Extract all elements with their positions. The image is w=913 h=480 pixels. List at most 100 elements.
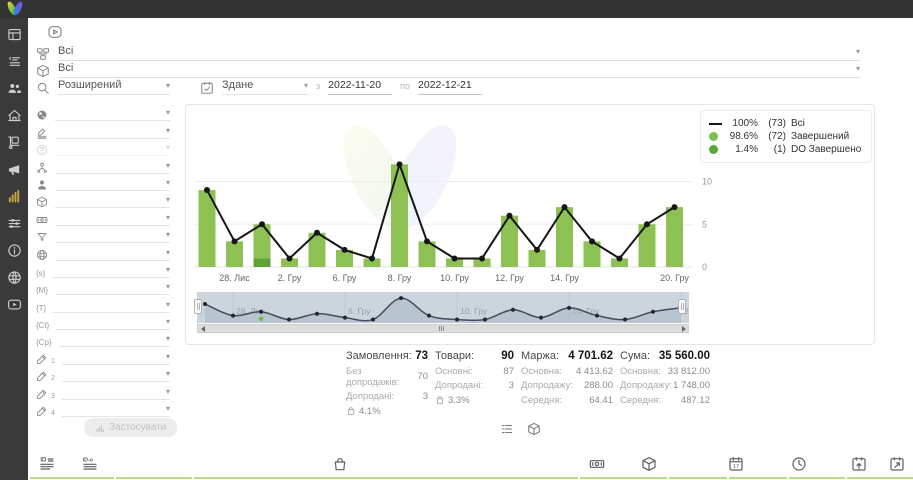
video-help-icon[interactable] <box>46 24 64 40</box>
legend-item-0[interactable]: 100% (73) Всі <box>709 117 863 130</box>
range-handle-left[interactable] <box>194 299 202 314</box>
col-products-package-icon[interactable] <box>641 456 657 472</box>
orders-list-view[interactable] <box>500 422 514 436</box>
analytics-chart-icon[interactable] <box>7 189 22 204</box>
range-preview-chart[interactable]: 28. Лис 6. Гру 10. Гру 14. Гру 20. Гру <box>197 292 689 323</box>
stat-title: Товари: <box>435 350 475 362</box>
search-mode-select[interactable]: Розширений ▾ <box>58 79 170 95</box>
website-filter-select[interactable]: ▾ <box>55 245 170 261</box>
utm-term-filter-select[interactable]: ▾ <box>53 297 170 313</box>
source-filter-select[interactable]: Всі ▾ <box>58 45 860 61</box>
date-from-input[interactable]: 2022-11-20 <box>328 79 393 95</box>
marketing-megaphone-icon[interactable] <box>7 162 22 177</box>
stat-sub-value: 3.3% <box>448 394 470 406</box>
utm-medium-filter-select[interactable]: ▾ <box>55 279 170 296</box>
product-filter-value: Всі <box>58 62 74 74</box>
scroll-grip-icon[interactable] <box>438 326 448 331</box>
table-cell-accent-6 <box>789 477 845 480</box>
custom-field-2-filter-select[interactable]: ▾ <box>61 366 170 383</box>
signature-filter-select[interactable]: ▾ <box>55 123 170 139</box>
chart-scrollbar[interactable] <box>197 324 689 333</box>
stat-sub-label: Середня: <box>620 394 662 406</box>
col-id-id-sort-icon[interactable]: ID <box>39 456 55 472</box>
stat-title: Замовлення: <box>346 350 412 362</box>
payment-filter-select[interactable]: ▾ <box>55 210 170 226</box>
stat-column-1: Товари: 90 Основні: 87 Допродані: 3 3.3% <box>435 350 514 417</box>
app-logo-icon[interactable] <box>5 1 25 19</box>
funnel-icon <box>36 231 48 243</box>
org-structure-icon <box>36 162 48 174</box>
country-filter-select[interactable]: ▾ <box>55 105 170 122</box>
col-payment-banknote-icon[interactable] <box>589 456 605 472</box>
utm-content-filter-select[interactable]: ▾ <box>56 314 170 331</box>
utm-campaign-filter-row: {Cp} ▾ <box>36 330 170 348</box>
integrations-globe-icon[interactable] <box>7 270 22 285</box>
sitemap-icon <box>36 47 50 61</box>
scroll-left-icon[interactable] <box>198 324 207 333</box>
funnel-filter-select[interactable]: ▾ <box>55 227 170 244</box>
utm-source-filter-select[interactable]: ▾ <box>52 262 170 278</box>
apply-button[interactable]: Застосувати <box>84 418 178 437</box>
custom-field-4-filter-row: 4 ▾ <box>36 400 170 418</box>
utm-campaign-filter-select[interactable]: ▾ <box>58 331 170 348</box>
table-cell-accent-7 <box>847 477 913 480</box>
structure-filter-select[interactable]: ▾ <box>55 158 170 174</box>
col-date-closed-calendar-link-icon[interactable] <box>889 456 905 472</box>
stat-sub-value: 87 <box>503 365 514 377</box>
col-date-shipped-calendar-upload-icon[interactable] <box>851 456 867 472</box>
settings-sliders-icon[interactable] <box>7 216 22 231</box>
apply-button-label: Застосувати <box>109 422 167 433</box>
range-handle-right[interactable] <box>678 299 686 314</box>
advanced-filter-panel: ▾ ▾ ▾ ▾ ▾ ▾ ▾ ▾ ▾ {s} ▾ {M} ▾ {T} ▾ {Ct} ▾ {Cp} ▾ 1 ▾ 2 ▾ 3 ▾ 4 ▾ <box>36 104 170 418</box>
customers-icon[interactable] <box>7 81 22 96</box>
stat-sub-value: 4 413.62 <box>576 365 613 377</box>
orders-list-icon[interactable] <box>7 54 22 69</box>
calendar-check-icon <box>200 81 214 95</box>
date-type-select[interactable]: Здане ▾ <box>222 79 308 95</box>
summary-stats: Замовлення: 73 Без допродажів: 70 Допродані:… <box>346 350 710 417</box>
svg-text:14. Гру: 14. Гру <box>572 306 600 316</box>
col-order-bag-icon[interactable] <box>332 456 348 472</box>
product-filter-select[interactable]: Всі ▾ <box>58 62 860 78</box>
status-filter-select[interactable]: ▾ <box>55 140 170 157</box>
legend-count: (72) <box>768 131 786 142</box>
custom-field-1-filter-select[interactable]: ▾ <box>61 349 170 365</box>
person-icon <box>36 179 48 191</box>
company-icon[interactable] <box>7 108 22 123</box>
manager-filter-row: ▾ <box>36 174 170 191</box>
info-icon[interactable] <box>7 243 22 258</box>
custom-field-3-filter-select[interactable]: ▾ <box>61 384 170 400</box>
scroll-right-icon[interactable] <box>679 324 688 333</box>
date-to-input[interactable]: 2022-12-21 <box>418 79 483 95</box>
payment-filter-row: ▾ <box>36 208 170 226</box>
legend-item-1[interactable]: 98.6% (72) Завершений <box>709 130 863 143</box>
video-tutorials-icon[interactable] <box>7 297 22 312</box>
chevron-down-icon: ▾ <box>165 299 170 309</box>
products-view[interactable] <box>527 422 541 436</box>
custom-field-4-filter-select[interactable]: ▾ <box>61 401 170 418</box>
custom-field-3-filter-row: 3 ▾ <box>36 382 170 400</box>
chevron-down-icon: ▾ <box>165 334 170 344</box>
search-mode-value: Розширений <box>58 79 122 91</box>
stat-sub-value: 4.1% <box>359 405 381 417</box>
table-cell-accent-1 <box>116 477 192 480</box>
stat-title: Маржа: <box>521 350 560 362</box>
supply-cart-icon[interactable] <box>7 135 22 150</box>
col-id-alt-id-alt-sort-icon[interactable]: ID-o <box>82 456 98 472</box>
legend-item-2[interactable]: 1.4% (1) DO Завершено <box>709 143 863 156</box>
stat-sub-label: Допродані: <box>435 380 484 391</box>
manager-filter-select[interactable]: ▾ <box>55 175 170 191</box>
view-toggles <box>500 422 541 436</box>
col-time-clock-icon[interactable] <box>791 456 807 472</box>
legend-label: Всі <box>791 118 805 129</box>
stat-sub-value: 3 <box>508 380 514 391</box>
product-filter-select[interactable]: ▾ <box>55 192 170 209</box>
stat-value: 35 560.00 <box>658 350 710 362</box>
table-cell-accent-4 <box>669 477 727 480</box>
dashboard-icon[interactable] <box>7 27 22 42</box>
col-date-created-calendar-17-icon[interactable]: 17 <box>728 456 744 472</box>
svg-text:20. Гру: 20. Гру <box>660 273 689 283</box>
orders-chart: 0 5 10 28. Лис 2. Гру 6. Гру 8. Гру 10. Гру 12. … <box>194 161 712 283</box>
custom-field-2-filter-row: 2 ▾ <box>36 365 170 383</box>
svg-text:10: 10 <box>702 177 712 187</box>
